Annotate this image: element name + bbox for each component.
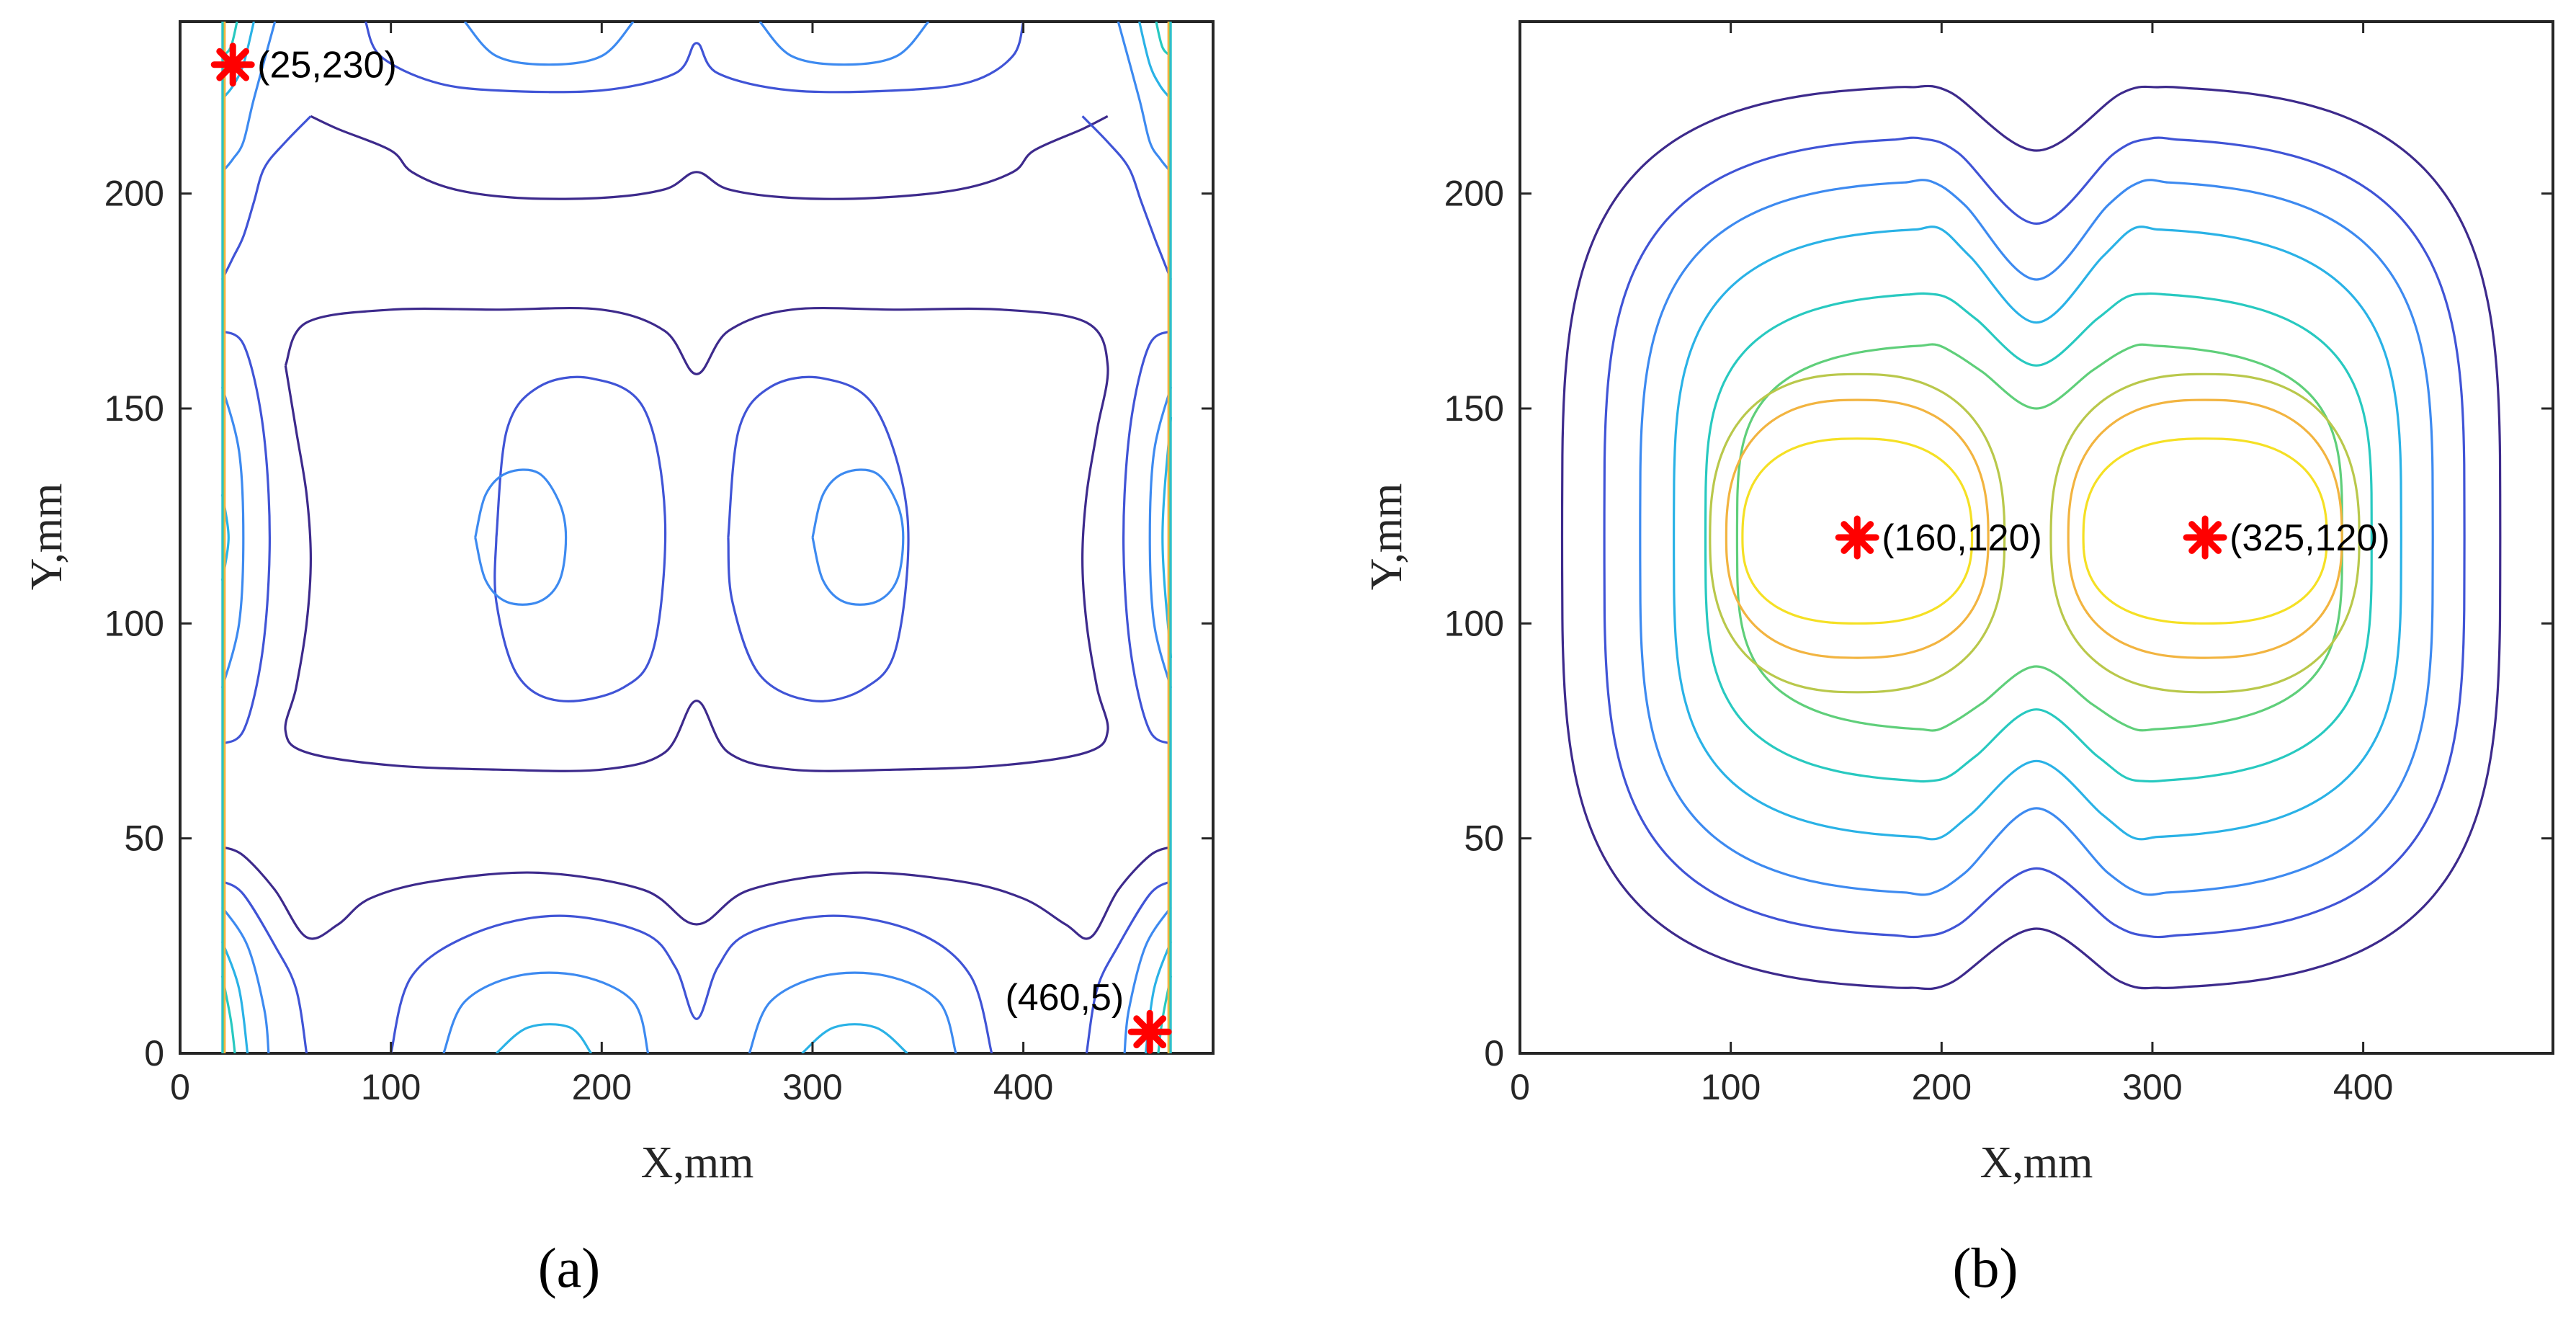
- x-tick-label: 0: [170, 1067, 190, 1107]
- contour-line: [474, 468, 568, 606]
- contour-line: [220, 386, 245, 689]
- panel-label-b: (b): [1953, 1236, 2018, 1299]
- plot-area-b: [1519, 20, 2554, 1055]
- y-tick-label: 100: [1444, 603, 1504, 643]
- y-tick-label: 200: [104, 174, 164, 214]
- contour-line: [811, 468, 905, 606]
- x-axis-title-b: X,mm: [1980, 1138, 2093, 1187]
- contour-line: [221, 22, 255, 100]
- contour-line: [1085, 880, 1172, 1053]
- ticks-a: 0 100 200 300 400 0 50 100 150 200: [104, 22, 1213, 1107]
- contour-line: [310, 115, 1109, 200]
- contour-line: [1081, 115, 1172, 280]
- source-marker: [1835, 515, 1879, 560]
- y-tick-label: 150: [1444, 388, 1504, 429]
- contour-line: [221, 906, 270, 1053]
- contour-line: [221, 846, 1172, 940]
- contour-line: [2082, 437, 2328, 625]
- contour-line: [2067, 398, 2343, 659]
- marker-label: (25,230): [257, 45, 397, 86]
- contour-line: [221, 22, 277, 173]
- contour-line: [1672, 226, 2402, 841]
- y-tick-label: 50: [1464, 818, 1504, 859]
- contour-line: [1560, 84, 2502, 991]
- ticks-b: 0 100 200 300 400 0 50 100 150 200: [1444, 22, 2553, 1107]
- y-tick-label: 0: [144, 1033, 164, 1073]
- contour-line: [1138, 22, 1172, 100]
- y-tick-label: 200: [1444, 174, 1504, 214]
- source-marker: [2183, 515, 2227, 560]
- contour-line: [364, 22, 1025, 94]
- contour-line: [1603, 136, 2466, 939]
- contour-line: [2049, 372, 2361, 694]
- plot-area-a: [179, 20, 1215, 1055]
- contour-line: [442, 971, 650, 1053]
- contour-line: [390, 914, 993, 1053]
- x-tick-label: 400: [2333, 1067, 2393, 1107]
- contour-line: [1725, 398, 1990, 659]
- contour-line: [1735, 343, 2343, 732]
- contour-line: [493, 375, 667, 702]
- marker-label: (325,120): [2230, 517, 2390, 559]
- x-tick-label: 200: [1912, 1067, 1972, 1107]
- contour-line: [495, 1023, 593, 1053]
- markers-a: (25,230) (460,5): [210, 43, 1172, 1054]
- y-tick-label: 0: [1484, 1033, 1504, 1073]
- x-tick-label: 300: [782, 1067, 842, 1107]
- contour-line: [221, 115, 312, 280]
- y-axis-title-b: Y,mm: [1362, 483, 1411, 591]
- x-tick-label: 300: [2122, 1067, 2182, 1107]
- contour-line: [748, 971, 957, 1053]
- contour-line: [1148, 386, 1173, 689]
- contour-line: [1122, 330, 1172, 745]
- y-axis-title-a: Y,mm: [22, 483, 71, 591]
- marker-label: (160,120): [1882, 517, 2042, 559]
- contour-line: [1741, 437, 1974, 625]
- x-tick-label: 400: [993, 1067, 1053, 1107]
- contour-line: [1639, 179, 2434, 896]
- contour-line: [727, 375, 910, 702]
- contours-b: [1560, 84, 2502, 991]
- contour-line: [221, 880, 308, 1053]
- markers-b: (160,120) (325,120): [1835, 515, 2390, 560]
- y-tick-label: 150: [104, 388, 164, 429]
- contour-line: [463, 22, 635, 66]
- panel-label-a: (a): [538, 1236, 601, 1299]
- source-marker: [1127, 1009, 1172, 1054]
- y-tick-label: 50: [124, 818, 164, 859]
- contour-line: [801, 1023, 908, 1053]
- x-tick-label: 100: [361, 1067, 421, 1107]
- source-marker: [210, 43, 255, 87]
- marker-label: (460,5): [1005, 977, 1124, 1019]
- contour-line: [1704, 292, 2373, 783]
- x-tick-label: 100: [1701, 1067, 1761, 1107]
- contour-line: [1117, 22, 1172, 173]
- contour-line: [1709, 372, 2006, 694]
- contour-line: [1123, 906, 1172, 1053]
- panel-a: 0 100 200 300 400 0 50 100 150 200 (25,230) (460,5…: [22, 20, 1215, 1299]
- contours-a: [220, 22, 1173, 1053]
- contour-line: [220, 941, 249, 1053]
- contour-line: [759, 22, 930, 66]
- x-tick-label: 200: [572, 1067, 632, 1107]
- x-axis-title-a: X,mm: [641, 1138, 754, 1187]
- contour-line: [284, 306, 1109, 772]
- x-tick-label: 0: [1510, 1067, 1530, 1107]
- y-tick-label: 100: [104, 603, 164, 643]
- contour-line: [221, 330, 271, 745]
- panel-b: 0 100 200 300 400 0 50 100 150 200 (160,120) (325,…: [1362, 20, 2554, 1299]
